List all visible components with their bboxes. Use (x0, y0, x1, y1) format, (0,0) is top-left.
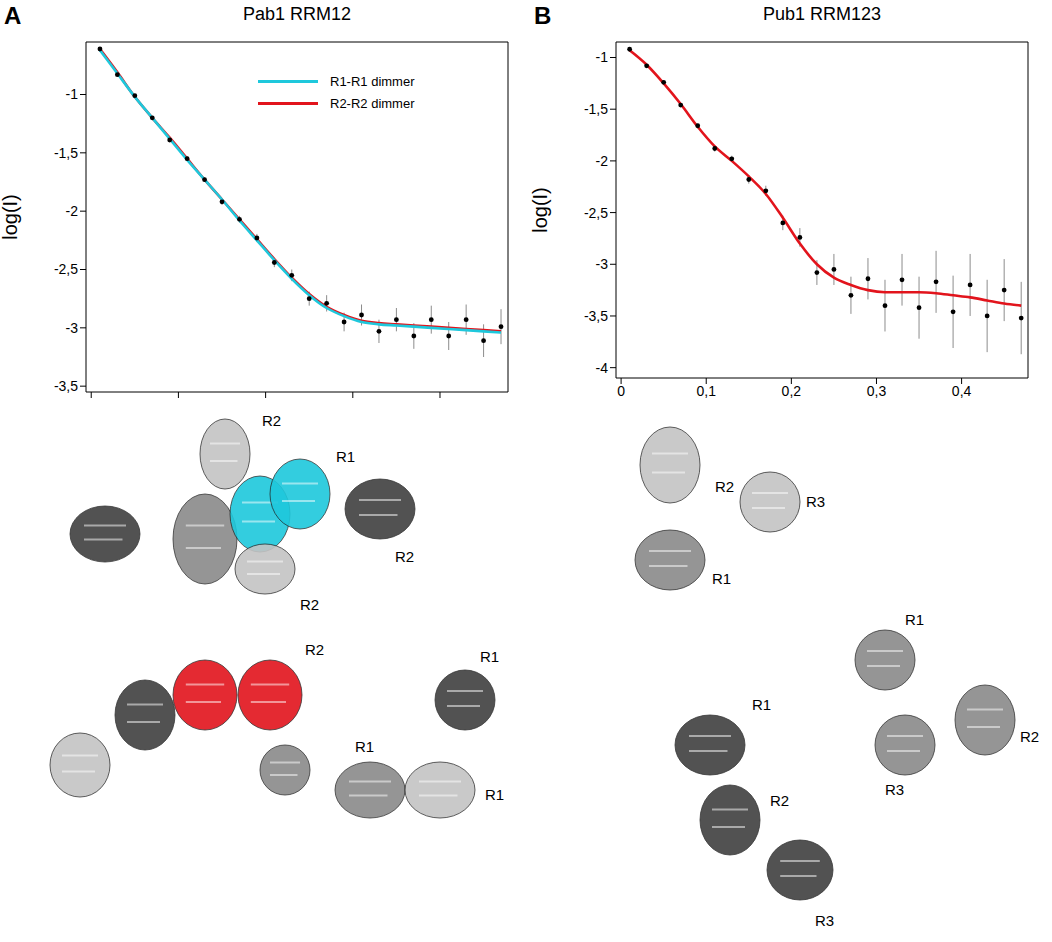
html-text:R2-R2 dimmer: R2-R2 dimmer (330, 95, 415, 111)
svg-text:R2: R2 (395, 548, 414, 565)
html-text:R1-R1 dimmer: R1-R1 dimmer (330, 73, 415, 89)
svg-text:R1: R1 (752, 696, 771, 713)
svg-text:R2: R2 (262, 412, 281, 429)
svg-text:log(I): log(I) (0, 194, 21, 240)
svg-text:R1: R1 (712, 570, 731, 587)
svg-text:0,4: 0,4 (952, 383, 972, 399)
svg-text:0,3: 0,3 (867, 383, 887, 399)
svg-text:R1: R1 (480, 648, 499, 665)
svg-text:-4: -4 (596, 360, 609, 376)
svg-text:-2: -2 (596, 153, 609, 169)
svg-text:-3,5: -3,5 (584, 308, 608, 324)
svg-text:log(I): log(I) (530, 187, 551, 233)
svg-text:R3: R3 (815, 912, 834, 929)
html-text:B: B (534, 2, 552, 29)
svg-text:-1: -1 (596, 49, 609, 65)
html-text:A: A (4, 2, 22, 29)
html-text:Pab1 RRM12: Pab1 RRM12 (243, 4, 351, 24)
svg-text:R1: R1 (336, 448, 355, 465)
svg-text:R2: R2 (300, 596, 319, 613)
svg-text:R3: R3 (806, 493, 825, 510)
svg-text:0,1: 0,1 (696, 383, 716, 399)
html-text:Pub1 RRM123: Pub1 RRM123 (763, 4, 881, 24)
svg-text:R2: R2 (715, 478, 734, 495)
svg-text:R2: R2 (1020, 728, 1039, 745)
svg-text:-2: -2 (66, 203, 79, 219)
svg-text:-3,5: -3,5 (54, 378, 78, 394)
svg-text:-3: -3 (66, 320, 79, 336)
svg-text:0: 0 (617, 383, 625, 399)
svg-text:R3: R3 (885, 781, 904, 798)
svg-text:-3: -3 (596, 256, 609, 272)
svg-text:R1: R1 (905, 611, 924, 628)
svg-text:-1,5: -1,5 (54, 145, 78, 161)
svg-text:0,2: 0,2 (782, 383, 802, 399)
svg-text:-2,5: -2,5 (54, 261, 78, 277)
svg-text:-1: -1 (66, 86, 79, 102)
svg-text:R2: R2 (305, 641, 324, 658)
svg-text:-1,5: -1,5 (584, 101, 608, 117)
svg-text:R1: R1 (355, 738, 374, 755)
svg-text:-2,5: -2,5 (584, 205, 608, 221)
svg-text:R1: R1 (485, 786, 504, 803)
svg-text:R2: R2 (770, 792, 789, 809)
